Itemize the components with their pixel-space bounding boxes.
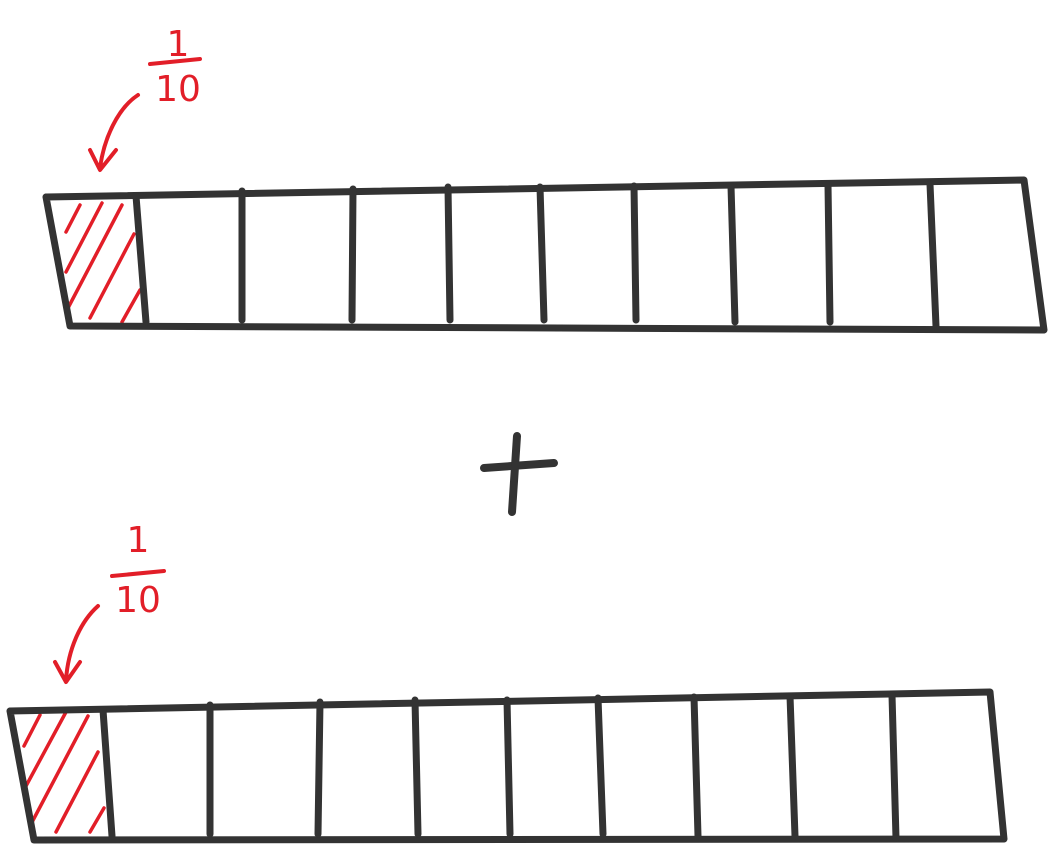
bar-1-divider — [536, 183, 548, 324]
arrow-icon — [53, 604, 100, 684]
bar-1-divider — [132, 192, 150, 326]
fraction-bar-1 — [42, 176, 1048, 334]
bar-1-divider — [926, 180, 940, 330]
bar-1-outline — [42, 176, 1048, 334]
label-2-denominator: 10 — [115, 580, 161, 621]
plus-operator — [480, 432, 558, 516]
bar-2-shaded-part — [22, 710, 106, 834]
arrow-icon — [88, 93, 140, 172]
bar-1-divider — [444, 183, 454, 324]
bar-2-divider — [314, 698, 324, 838]
label-2-fraction-bar — [110, 569, 166, 578]
label-1-denominator: 10 — [155, 69, 201, 110]
bar-2-outline — [6, 688, 1008, 844]
fraction-label-2: 1 10 — [53, 520, 166, 684]
fraction-bar-2 — [6, 688, 1008, 844]
bar-2-divider — [690, 693, 702, 840]
fraction-label-1: 1 10 — [88, 24, 202, 172]
bar-2-divider — [503, 696, 514, 838]
bar-1-dividers — [132, 180, 940, 330]
bar-1-divider — [824, 181, 834, 326]
bar-1-shaded-part — [64, 201, 142, 324]
bar-1-divider — [727, 182, 739, 326]
label-2-numerator: 1 — [127, 520, 150, 561]
bar-2-divider — [786, 692, 799, 840]
bar-2-divider — [411, 696, 422, 838]
bar-2-divider — [594, 694, 607, 838]
bar-2-divider — [99, 706, 116, 840]
label-1-numerator: 1 — [167, 24, 190, 65]
bar-1-divider — [630, 182, 640, 324]
bar-2-dividers — [99, 691, 900, 842]
bar-2-divider — [888, 691, 900, 842]
bar-1-divider — [348, 185, 357, 324]
label-1-fraction-bar — [148, 57, 202, 66]
